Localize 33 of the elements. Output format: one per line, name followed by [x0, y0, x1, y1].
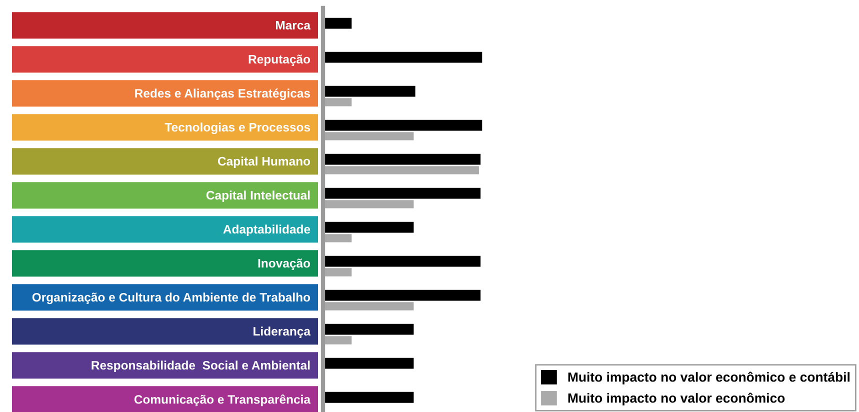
bar — [323, 392, 414, 403]
bar — [323, 302, 414, 310]
bar — [323, 188, 481, 199]
bar — [323, 290, 481, 301]
bar — [323, 324, 414, 335]
bar — [323, 268, 352, 276]
bar — [323, 132, 414, 140]
bar — [323, 98, 352, 106]
legend-label: Muito impacto no valor econômico e contábil — [568, 372, 850, 384]
y-tick-label: Liderança — [254, 326, 311, 338]
bar — [323, 256, 481, 267]
bar — [323, 234, 352, 242]
bar — [323, 166, 479, 174]
y-tick-label: Capital Intelectual — [206, 190, 310, 202]
y-tick-label: Marca — [276, 21, 311, 30]
y-tick-label: Reputação — [248, 54, 310, 66]
bar — [323, 52, 482, 63]
y-tick-label: Inovação — [258, 258, 310, 270]
y-tick-label: Organização e Cultura do Ambiente de Trabalho — [32, 292, 310, 304]
bar — [323, 86, 416, 97]
bar — [323, 358, 414, 369]
y-tick-label: Comunicação e Transparência — [134, 394, 311, 406]
y-tick-label: Capital Humano — [218, 156, 310, 168]
y-tick-label: Responsabilidade Social e Ambiental — [92, 360, 310, 372]
bar — [323, 120, 482, 131]
bar — [323, 154, 481, 165]
legend-label: Muito impacto no valor econômico — [568, 392, 785, 406]
bar — [323, 336, 352, 344]
y-tick-label: Tecnologias e Processos — [164, 122, 310, 134]
y-tick-label: Redes e Alianças Estratégicas — [135, 88, 310, 100]
y-tick-label: Adaptabilidade — [223, 224, 310, 236]
bar — [323, 200, 414, 208]
bar — [323, 222, 414, 233]
